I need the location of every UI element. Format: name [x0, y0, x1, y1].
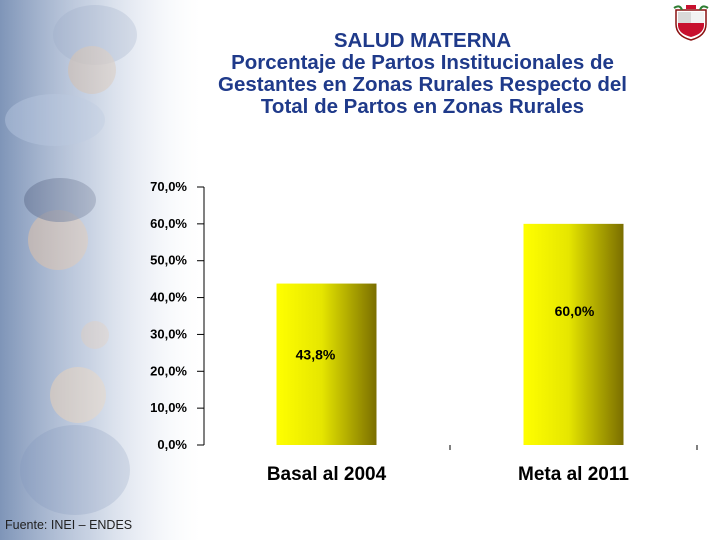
title-line-3: Gestantes en Zonas Rurales Respecto del [218, 73, 627, 96]
title-line-4: Total de Partos en Zonas Rurales [260, 95, 585, 118]
x-axis-ticks [449, 445, 698, 450]
title-line-1: SALUD MATERNA [333, 29, 512, 52]
bar [523, 223, 624, 445]
bar-data-label: 60,0% [555, 303, 595, 319]
source-note: Fuente: INEI – ENDES [5, 518, 133, 532]
y-axis-ticks: 0,0% 10,0% 20,0% 30,0% 40,0% 50,0% 60,0% 70,0% [150, 179, 204, 452]
y-tick-label: 70,0% [150, 179, 187, 194]
bar-data-label: 43,8% [296, 347, 336, 363]
category-labels: Basal al 2004 Meta al 2011 [267, 464, 630, 485]
decorative-photo-strip [0, 0, 200, 540]
slide-title: SALUD MATERNA Porcentaje de Partos Insti… [160, 30, 685, 118]
y-tick-label: 10,0% [150, 400, 187, 415]
category-label: Meta al 2011 [518, 464, 629, 485]
y-tick-label: 40,0% [150, 290, 187, 305]
y-tick-label: 30,0% [150, 326, 187, 341]
category-label: Basal al 2004 [267, 464, 387, 485]
bars-group: 43,8% 60,0% [276, 223, 624, 445]
y-tick-label: 20,0% [150, 363, 187, 378]
bar [276, 283, 377, 445]
title-line-2: Porcentaje de Partos Institucionales de [231, 51, 614, 74]
peru-coat-of-arms-icon [673, 5, 709, 41]
y-tick-label: 0,0% [157, 437, 187, 452]
y-tick-label: 50,0% [150, 253, 187, 268]
children-photo-collage [0, 0, 200, 540]
y-tick-label: 60,0% [150, 216, 187, 231]
